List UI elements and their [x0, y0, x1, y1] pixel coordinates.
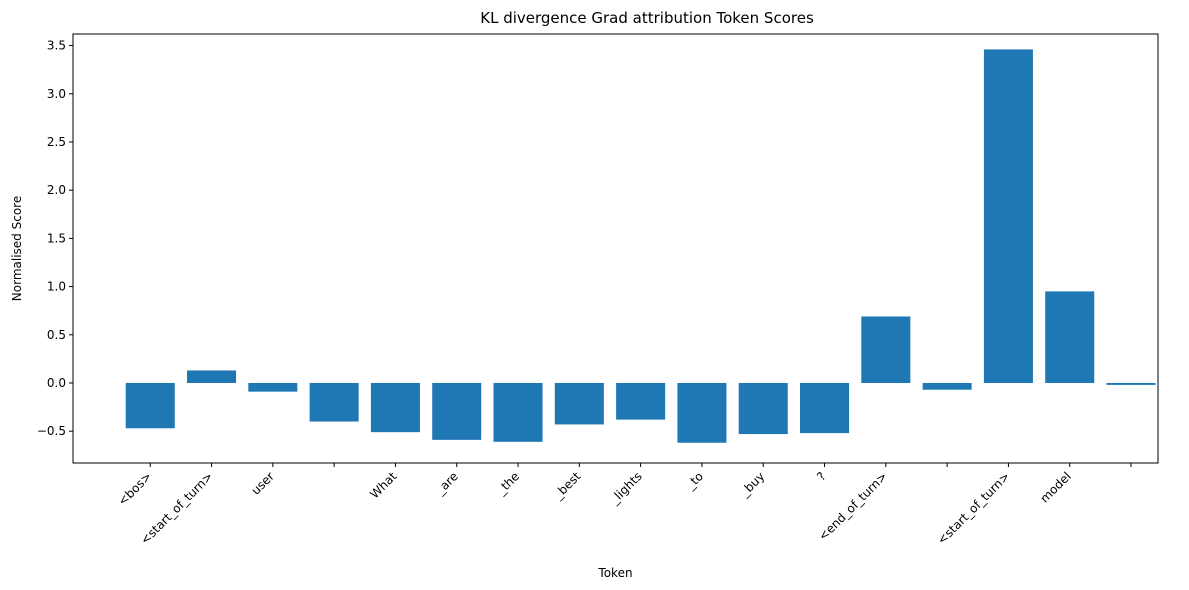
bar-11	[800, 382, 850, 434]
x-tick-label: _to	[683, 469, 706, 492]
x-tick-label: <start_of_turn>	[935, 469, 1013, 547]
bar-16	[1106, 382, 1156, 385]
x-tick-label: _the	[493, 469, 522, 498]
bar-8	[616, 382, 666, 420]
x-tick-label: _buy	[737, 469, 768, 500]
plot-frame	[72, 33, 1159, 464]
bar-13	[922, 382, 972, 390]
y-tick-label: 2.0	[47, 183, 66, 197]
bar-3	[309, 382, 359, 422]
x-tick-label: model	[1038, 469, 1074, 505]
bar-6	[493, 382, 543, 442]
x-tick-label: _best	[550, 469, 583, 502]
x-tick-label: _are	[432, 469, 461, 498]
y-tick-label: 3.0	[47, 87, 66, 101]
x-tick-label: What	[367, 469, 399, 501]
bar-9	[677, 382, 727, 443]
x-axis-label: Token	[597, 566, 632, 580]
bar-7	[554, 382, 604, 425]
x-tick-label: <bos>	[115, 469, 154, 508]
y-tick-label: 0.5	[47, 328, 66, 342]
x-tick-label: user	[249, 469, 277, 497]
bar-1	[187, 370, 237, 383]
y-tick-label: 1.0	[47, 280, 66, 294]
y-tick-label: 3.5	[47, 39, 66, 53]
x-tick-label: ?	[814, 469, 828, 483]
y-axis: −0.5 0.0 0.5 1.0 1.5 2.0 2.5 3.0 3.5	[37, 39, 73, 438]
bar-15	[1045, 291, 1095, 383]
bar-12	[861, 316, 911, 383]
y-tick-label: 2.5	[47, 135, 66, 149]
y-tick-label: −0.5	[37, 424, 66, 438]
bar-14	[983, 49, 1033, 383]
x-tick-label: _lights	[607, 469, 645, 507]
bar-4	[370, 382, 420, 433]
bar-0	[125, 382, 175, 429]
y-tick-label: 1.5	[47, 231, 66, 245]
bar-2	[248, 382, 298, 392]
bar-5	[432, 382, 482, 440]
y-tick-label: 0.0	[47, 376, 66, 390]
x-axis: <bos> <start_of_turn> user What _are _the _bes…	[115, 463, 1132, 547]
bar-10	[738, 382, 788, 435]
y-axis-label: Normalised Score	[10, 196, 24, 301]
chart-title: KL divergence Grad attribution Token Sco…	[480, 9, 814, 27]
bars-group	[125, 49, 1156, 443]
